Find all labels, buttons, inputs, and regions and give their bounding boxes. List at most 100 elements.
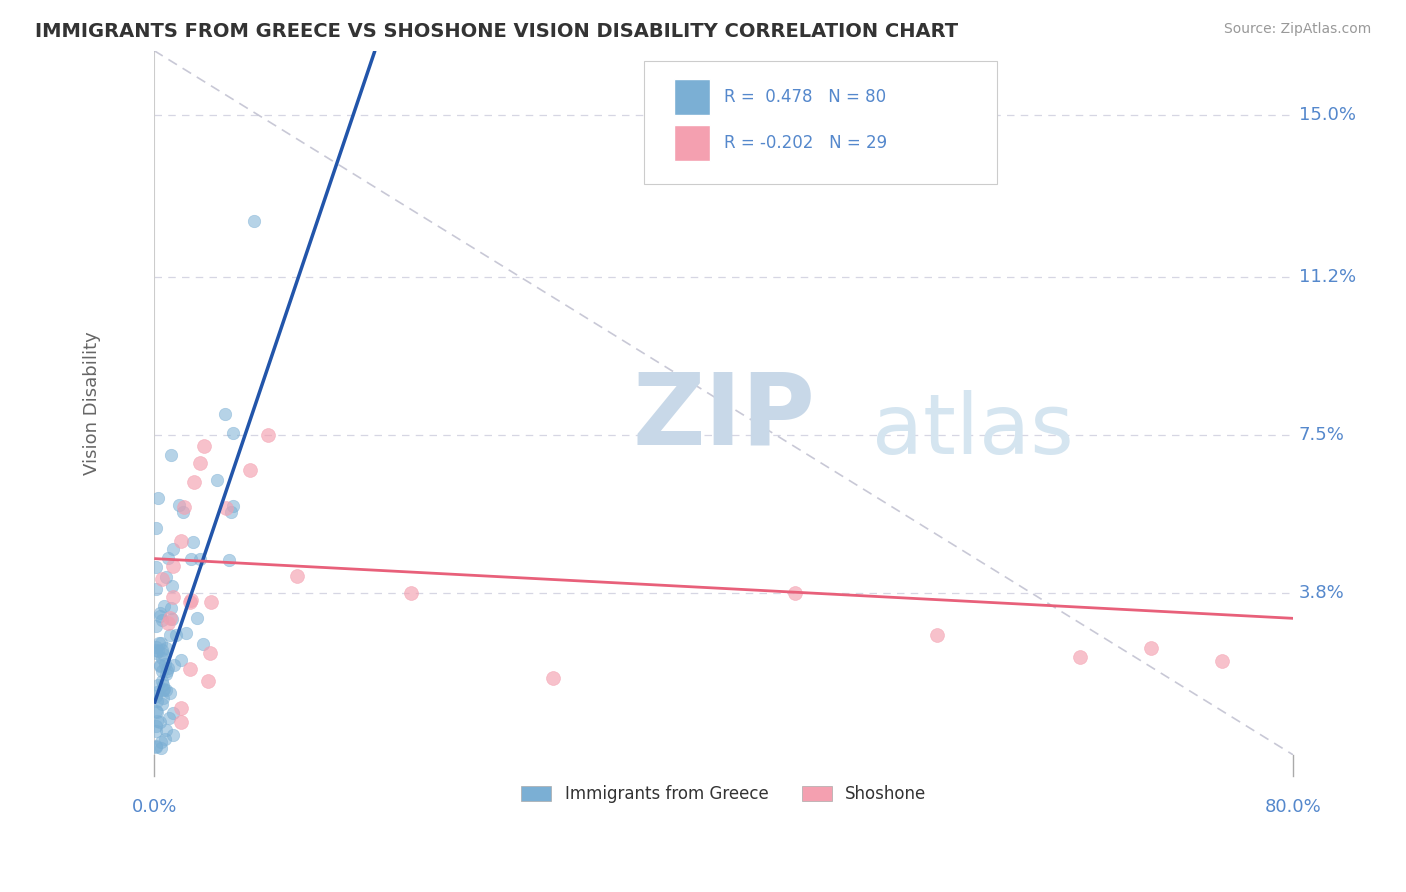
Point (159, 628, 181, 642)
Point (145, 640, 167, 654)
Point (399, 586, 422, 600)
Point (169, 534, 191, 549)
Point (783, 586, 806, 600)
Point (146, 685, 169, 699)
Point (150, 572, 173, 586)
Point (160, 448, 183, 462)
Text: 3.8%: 3.8% (1299, 583, 1344, 602)
Point (149, 715, 172, 730)
Point (170, 715, 193, 730)
FancyBboxPatch shape (644, 62, 997, 185)
Point (159, 601, 181, 615)
Point (155, 640, 177, 655)
Point (215, 501, 238, 516)
Point (188, 456, 211, 470)
Point (162, 558, 184, 573)
Text: 15.0%: 15.0% (1299, 106, 1355, 124)
Point (162, 706, 184, 720)
Point (1069, 649, 1091, 664)
Point (160, 579, 183, 593)
Text: atlas: atlas (872, 391, 1074, 472)
Point (159, 611, 181, 625)
Point (145, 582, 167, 596)
Point (149, 606, 172, 620)
Point (157, 710, 180, 724)
Point (172, 505, 194, 519)
Point (927, 628, 949, 642)
Point (148, 644, 170, 658)
Point (150, 636, 173, 650)
Point (146, 678, 169, 692)
Point (162, 590, 184, 604)
Point (145, 642, 167, 657)
FancyBboxPatch shape (673, 125, 710, 161)
Point (160, 612, 183, 626)
Point (145, 704, 167, 718)
Legend: Immigrants from Greece, Shoshone: Immigrants from Greece, Shoshone (515, 779, 934, 810)
Point (257, 427, 280, 442)
Point (145, 619, 167, 633)
Point (156, 665, 179, 679)
Point (1140, 641, 1163, 656)
Point (155, 570, 177, 584)
Point (186, 611, 208, 625)
Point (150, 740, 173, 755)
Point (145, 739, 167, 753)
Text: 11.2%: 11.2% (1299, 268, 1357, 286)
Point (207, 473, 229, 487)
Point (149, 658, 172, 673)
Point (146, 694, 169, 708)
Point (170, 701, 193, 715)
Point (150, 651, 173, 665)
Point (146, 714, 169, 728)
Point (222, 426, 245, 441)
Point (239, 463, 262, 477)
Point (148, 636, 170, 650)
Point (149, 609, 172, 624)
Point (193, 439, 215, 453)
Point (188, 552, 211, 566)
Point (150, 674, 173, 689)
Point (169, 498, 191, 512)
Text: IMMIGRANTS FROM GREECE VS SHOSHONE VISION DISABILITY CORRELATION CHART: IMMIGRANTS FROM GREECE VS SHOSHONE VISIO… (35, 22, 959, 41)
Point (155, 666, 177, 681)
Point (152, 690, 174, 705)
Point (155, 683, 177, 698)
Point (155, 723, 177, 737)
Text: 0.0%: 0.0% (132, 797, 177, 815)
Point (541, 671, 564, 685)
Point (169, 653, 191, 667)
Point (179, 661, 201, 675)
Point (218, 553, 240, 567)
Point (145, 690, 167, 704)
Point (181, 534, 204, 549)
Point (150, 665, 173, 679)
Point (152, 678, 174, 692)
Point (152, 647, 174, 661)
Point (163, 658, 186, 673)
Point (145, 718, 167, 732)
Point (156, 661, 179, 675)
Point (150, 643, 173, 657)
Text: R =  0.478   N = 80: R = 0.478 N = 80 (724, 88, 886, 106)
Point (214, 408, 236, 422)
Point (155, 657, 177, 671)
Point (152, 683, 174, 698)
Point (153, 599, 176, 613)
Point (156, 616, 179, 631)
Point (149, 659, 172, 673)
Point (180, 593, 202, 607)
Point (222, 499, 245, 513)
Point (285, 568, 308, 582)
Point (221, 505, 243, 519)
Point (145, 740, 167, 755)
Text: 7.5%: 7.5% (1299, 425, 1346, 444)
FancyBboxPatch shape (673, 78, 710, 115)
Point (179, 594, 201, 608)
Text: Vision Disability: Vision Disability (83, 331, 101, 475)
Point (198, 646, 221, 660)
Point (150, 735, 173, 749)
Point (183, 475, 205, 489)
Text: R = -0.202   N = 29: R = -0.202 N = 29 (724, 134, 887, 152)
Point (145, 646, 167, 660)
